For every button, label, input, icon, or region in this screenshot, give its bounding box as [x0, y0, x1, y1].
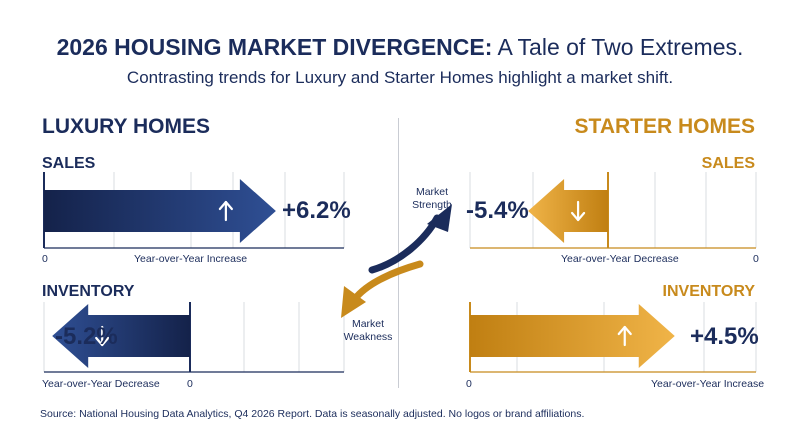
market-strength-arrow-head [427, 204, 452, 232]
starter-inventory-label: INVENTORY [662, 283, 755, 300]
luxury-sales-axis-label: Year-over-Year Increase [134, 253, 248, 265]
market-weakness-arrow-head [341, 286, 366, 318]
luxury-inventory-direction-icon-head [95, 336, 110, 347]
luxury-sales-label: SALES [42, 155, 96, 172]
starter-sales-zero-label: 0 [753, 253, 759, 265]
title-rest: A Tale of Two Extremes. [492, 34, 744, 60]
starter-inventory-value: +4.5% [690, 323, 759, 350]
starter-inventory-axis-label: Year-over-Year Increase [651, 378, 765, 390]
luxury-inventory-label: INVENTORY [42, 283, 135, 300]
market-strength-arrow-icon [368, 214, 441, 274]
luxury-inventory-axis-label: Year-over-Year Decrease [42, 378, 160, 390]
market-weakness-label: Market Weakness [343, 318, 393, 343]
starter-sales-label: SALES [701, 155, 755, 172]
starter-sales-axis-label: Year-over-Year Decrease [561, 253, 679, 265]
luxury-sales-zero-label: 0 [42, 253, 48, 265]
market-weakness-arrow-icon [350, 260, 424, 304]
luxury-sales-arrow-bar [44, 179, 276, 243]
source-note: Source: National Housing Data Analytics,… [40, 408, 585, 420]
starter-section-title: STARTER HOMES [574, 115, 755, 138]
starter-sales-value: -5.4% [466, 197, 529, 224]
title-bold: 2026 HOUSING MARKET DIVERGENCE: [56, 34, 493, 60]
chart-title: 2026 HOUSING MARKET DIVERGENCE: A Tale o… [0, 34, 800, 61]
starter-inventory-zero-label: 0 [466, 378, 472, 390]
starter-inventory-arrow-bar [470, 304, 675, 368]
luxury-inventory-zero-label: 0 [187, 378, 193, 390]
starter-sales-direction-icon-head [570, 211, 586, 222]
luxury-section-title: LUXURY HOMES [42, 115, 211, 138]
starter-sales-arrow-bar [528, 179, 608, 243]
starter-inventory-direction-icon-head [617, 325, 632, 336]
luxury-sales-value: +6.2% [282, 197, 351, 224]
chart-subtitle: Contrasting trends for Luxury and Starte… [126, 68, 674, 87]
luxury-inventory-value: -5.2% [55, 323, 118, 350]
luxury-inventory-arrow-bar [52, 304, 191, 368]
panel-divider [398, 118, 399, 388]
market-strength-label: Market Strength [412, 186, 452, 211]
luxury-sales-direction-icon-head [218, 200, 233, 211]
